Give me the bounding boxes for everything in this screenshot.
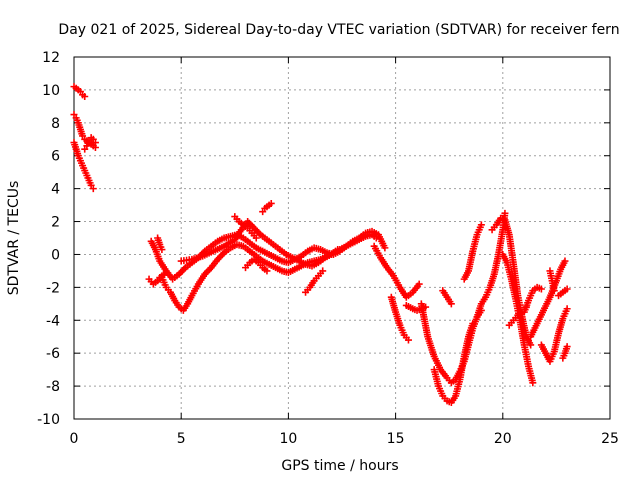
data-point	[334, 246, 342, 254]
data-point	[89, 185, 97, 193]
y-axis-label: SDTVAR / TECUs	[6, 181, 22, 296]
y-tick-label: -8	[46, 379, 60, 395]
data-point	[469, 320, 477, 328]
data-point	[319, 267, 327, 275]
data-points	[70, 83, 571, 407]
data-point	[563, 343, 571, 351]
chart-title: Day 021 of 2025, Sidereal Day-to-day VTE…	[58, 22, 619, 38]
y-tick-label: 8	[51, 116, 60, 132]
data-point	[561, 257, 569, 265]
data-point	[563, 305, 571, 313]
y-tick-label: -2	[46, 280, 60, 296]
x-tick-label: 25	[601, 431, 619, 447]
y-tick-label: 2	[51, 215, 60, 231]
plot-frame	[73, 56, 611, 420]
data-point	[447, 300, 455, 308]
data-point	[267, 199, 275, 207]
data-point	[162, 269, 170, 277]
data-point	[563, 285, 571, 293]
data-point	[415, 280, 423, 288]
y-tick-label: 10	[42, 83, 60, 99]
axis-ticks: 0 5 10 15 20 25 -10 -8 -6 -4 -2 0 2 4 6 8 10 12	[37, 50, 619, 447]
y-tick-label: 0	[51, 247, 60, 263]
data-point	[252, 234, 260, 242]
data-point	[91, 139, 99, 147]
data-point	[537, 285, 545, 293]
data-point	[529, 379, 537, 387]
y-tick-label: 6	[51, 149, 60, 165]
y-tick-label: -10	[37, 412, 60, 428]
x-tick-label: 0	[70, 431, 79, 447]
x-tick-label: 5	[177, 431, 186, 447]
x-axis-label: GPS time / hours	[281, 458, 398, 474]
y-tick-label: 4	[51, 182, 60, 198]
data-point	[404, 336, 412, 344]
data-point	[263, 267, 271, 275]
y-tick-label: 12	[42, 50, 60, 66]
data-point	[501, 209, 509, 217]
data-point	[381, 244, 389, 252]
data-point	[81, 92, 89, 100]
y-tick-label: -4	[46, 313, 60, 329]
x-tick-label: 20	[494, 431, 512, 447]
y-tick-label: -6	[46, 346, 60, 362]
x-tick-label: 10	[279, 431, 297, 447]
data-point	[527, 341, 535, 349]
data-point	[550, 287, 558, 295]
data-point	[477, 221, 485, 229]
data-point	[158, 246, 166, 254]
x-tick-label: 15	[387, 431, 405, 447]
